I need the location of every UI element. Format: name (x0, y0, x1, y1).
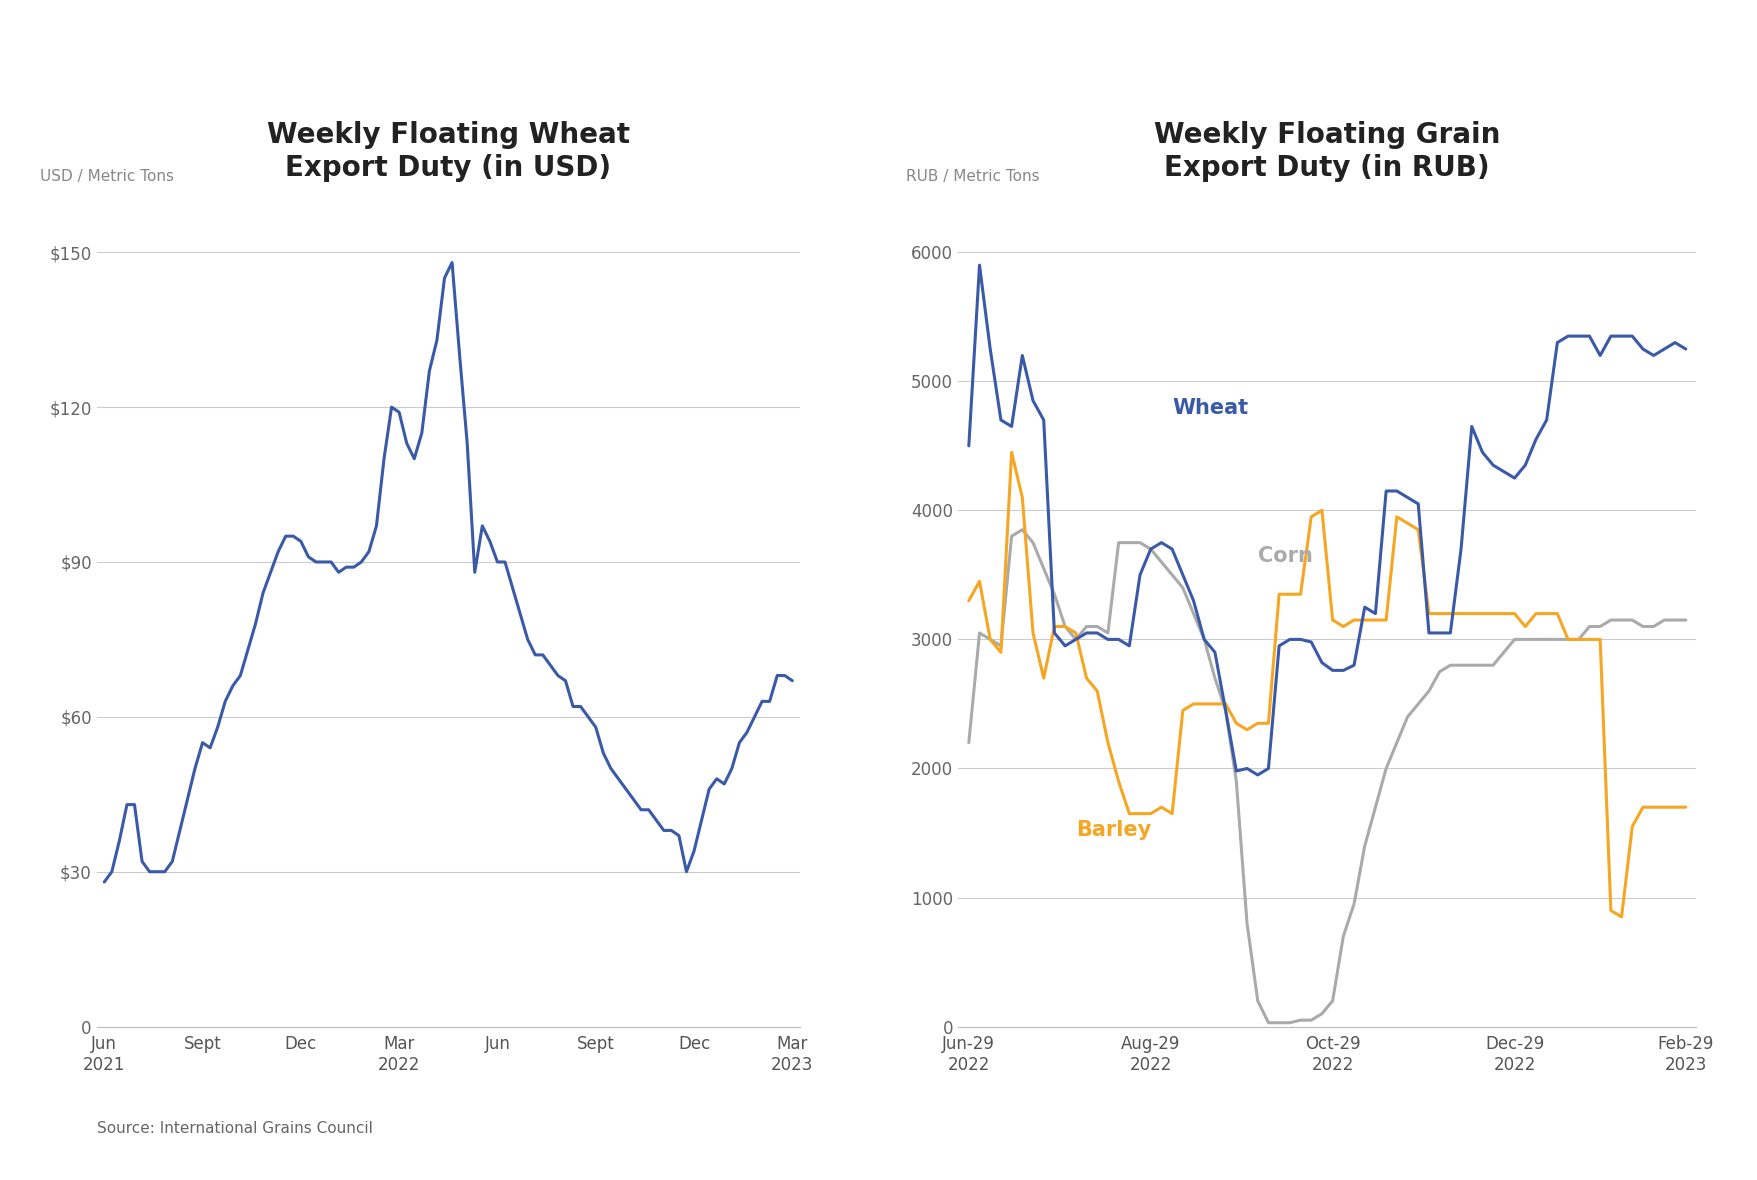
Text: USD / Metric Tons: USD / Metric Tons (40, 169, 174, 184)
Text: Barley: Barley (1075, 820, 1151, 840)
Text: Wheat: Wheat (1172, 398, 1247, 418)
Title: Weekly Floating Wheat
Export Duty (in USD): Weekly Floating Wheat Export Duty (in US… (267, 122, 629, 182)
Text: Corn: Corn (1256, 546, 1312, 566)
Text: Source: International Grains Council: Source: International Grains Council (97, 1121, 372, 1136)
Text: RUB / Metric Tons: RUB / Metric Tons (907, 169, 1040, 184)
Title: Weekly Floating Grain
Export Duty (in RUB): Weekly Floating Grain Export Duty (in RU… (1153, 122, 1500, 182)
